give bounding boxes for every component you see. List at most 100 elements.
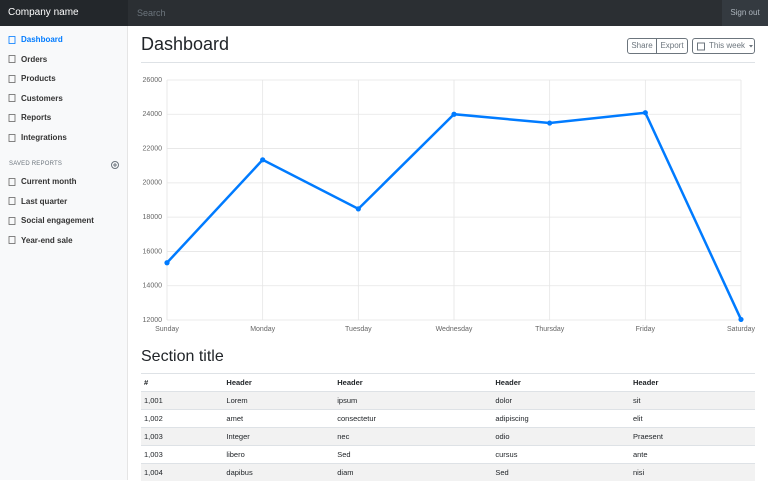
nav-icon	[8, 75, 16, 83]
x-tick-label: Thursday	[535, 326, 565, 333]
table-cell: 1,002	[141, 410, 223, 428]
column-header: Header	[630, 374, 755, 392]
nav-icon	[8, 114, 16, 122]
nav-label: Customers	[21, 94, 63, 103]
nav-label: Dashboard	[21, 35, 63, 44]
column-header: Header	[334, 374, 492, 392]
nav-link[interactable]: Dashboard	[8, 35, 63, 44]
column-header: Header	[492, 374, 630, 392]
table-cell: amet	[223, 410, 334, 428]
nav-icon	[8, 36, 16, 44]
table-cell: Praesent	[630, 428, 755, 446]
y-tick-label: 26000	[143, 77, 163, 84]
nav-icon	[8, 197, 16, 205]
y-tick-label: 12000	[143, 317, 163, 324]
chart: 1200014000160001800020000220002400026000…	[128, 70, 768, 340]
nav-label: Orders	[21, 55, 47, 64]
table-cell: consectetur	[334, 410, 492, 428]
nav-icon	[8, 134, 16, 142]
nav-label: Reports	[21, 113, 51, 122]
x-tick-label: Monday	[250, 326, 275, 333]
nav-icon	[8, 94, 16, 102]
x-tick-label: Friday	[636, 326, 656, 333]
nav-label: Products	[21, 74, 56, 83]
nav-label: Year-end sale	[21, 236, 73, 245]
y-tick-label: 18000	[143, 214, 163, 221]
column-header: #	[141, 374, 223, 392]
x-tick-label: Tuesday	[345, 326, 372, 333]
nav-icon	[8, 55, 16, 63]
nav-link[interactable]: Reports	[8, 113, 51, 122]
icon-shape	[9, 178, 15, 185]
saved-reports-heading: SAVED REPORTS	[9, 161, 62, 167]
table-cell: sit	[630, 392, 755, 410]
table-cell: odio	[492, 428, 630, 446]
icon-shape	[9, 198, 15, 205]
nav-icon	[8, 178, 16, 186]
share-button[interactable]: Share	[627, 38, 657, 54]
table-cell: Sed	[492, 464, 630, 481]
nav-link[interactable]: Orders	[8, 55, 47, 64]
point	[164, 260, 169, 265]
search-input[interactable]: Search	[128, 0, 722, 26]
icon-shape	[9, 217, 15, 224]
y-tick-label: 14000	[143, 283, 163, 290]
table-cell: dolor	[492, 392, 630, 410]
nav-link[interactable]: Year-end sale	[8, 236, 73, 245]
table-cell: ipsum	[334, 392, 492, 410]
nav-label: Current month	[21, 177, 77, 186]
point	[738, 317, 743, 322]
nav-link[interactable]: Social engagement	[8, 216, 94, 225]
icon-shape	[9, 237, 15, 244]
sign-out[interactable]: Sign out	[722, 0, 768, 26]
nav-link[interactable]: Last quarter	[8, 197, 67, 206]
nav-icon	[8, 217, 16, 225]
page-title: Dashboard	[141, 34, 229, 55]
table-cell: ante	[630, 446, 755, 464]
table-cell: 1,004	[141, 464, 223, 481]
divider	[141, 62, 755, 63]
x-tick-label: Sunday	[155, 326, 179, 333]
table-cell: libero	[223, 446, 334, 464]
x-tick-label: Wednesday	[436, 326, 473, 333]
table-cell: 1,001	[141, 392, 223, 410]
nav-label: Integrations	[21, 133, 67, 142]
y-tick-label: 22000	[143, 145, 163, 152]
sidebar: SAVED REPORTS Dashboard Orders Products Cus…	[0, 26, 128, 480]
table-cell: cursus	[492, 446, 630, 464]
nav-link[interactable]: Customers	[8, 94, 63, 103]
point	[643, 110, 648, 115]
table-cell: 1,003	[141, 428, 223, 446]
point	[451, 112, 456, 117]
nav-label: Social engagement	[21, 216, 94, 225]
nav-link[interactable]: Current month	[8, 177, 77, 186]
icon-shape	[9, 134, 15, 141]
nav-link[interactable]: Integrations	[8, 133, 67, 142]
add-report-icon[interactable]	[110, 160, 120, 170]
point	[260, 157, 265, 162]
table-cell: nisi	[630, 464, 755, 481]
table-cell: Lorem	[223, 392, 334, 410]
y-tick-label: 24000	[143, 111, 163, 118]
nav-link[interactable]: Products	[8, 74, 56, 83]
table-cell: elit	[630, 410, 755, 428]
section-title: Section title	[141, 348, 224, 366]
point	[547, 120, 552, 125]
icon-shape	[9, 56, 15, 63]
brand[interactable]: Company name	[0, 0, 128, 26]
y-tick-label: 20000	[143, 180, 163, 187]
export-button[interactable]: Export	[656, 38, 688, 54]
table-cell: diam	[334, 464, 492, 481]
table-cell: dapibus	[223, 464, 334, 481]
x-tick-label: Saturday	[727, 326, 756, 333]
table-cell: adipiscing	[492, 410, 630, 428]
icon-shape	[9, 95, 15, 102]
table-cell: Integer	[223, 428, 334, 446]
dropdown-icons	[697, 42, 757, 51]
